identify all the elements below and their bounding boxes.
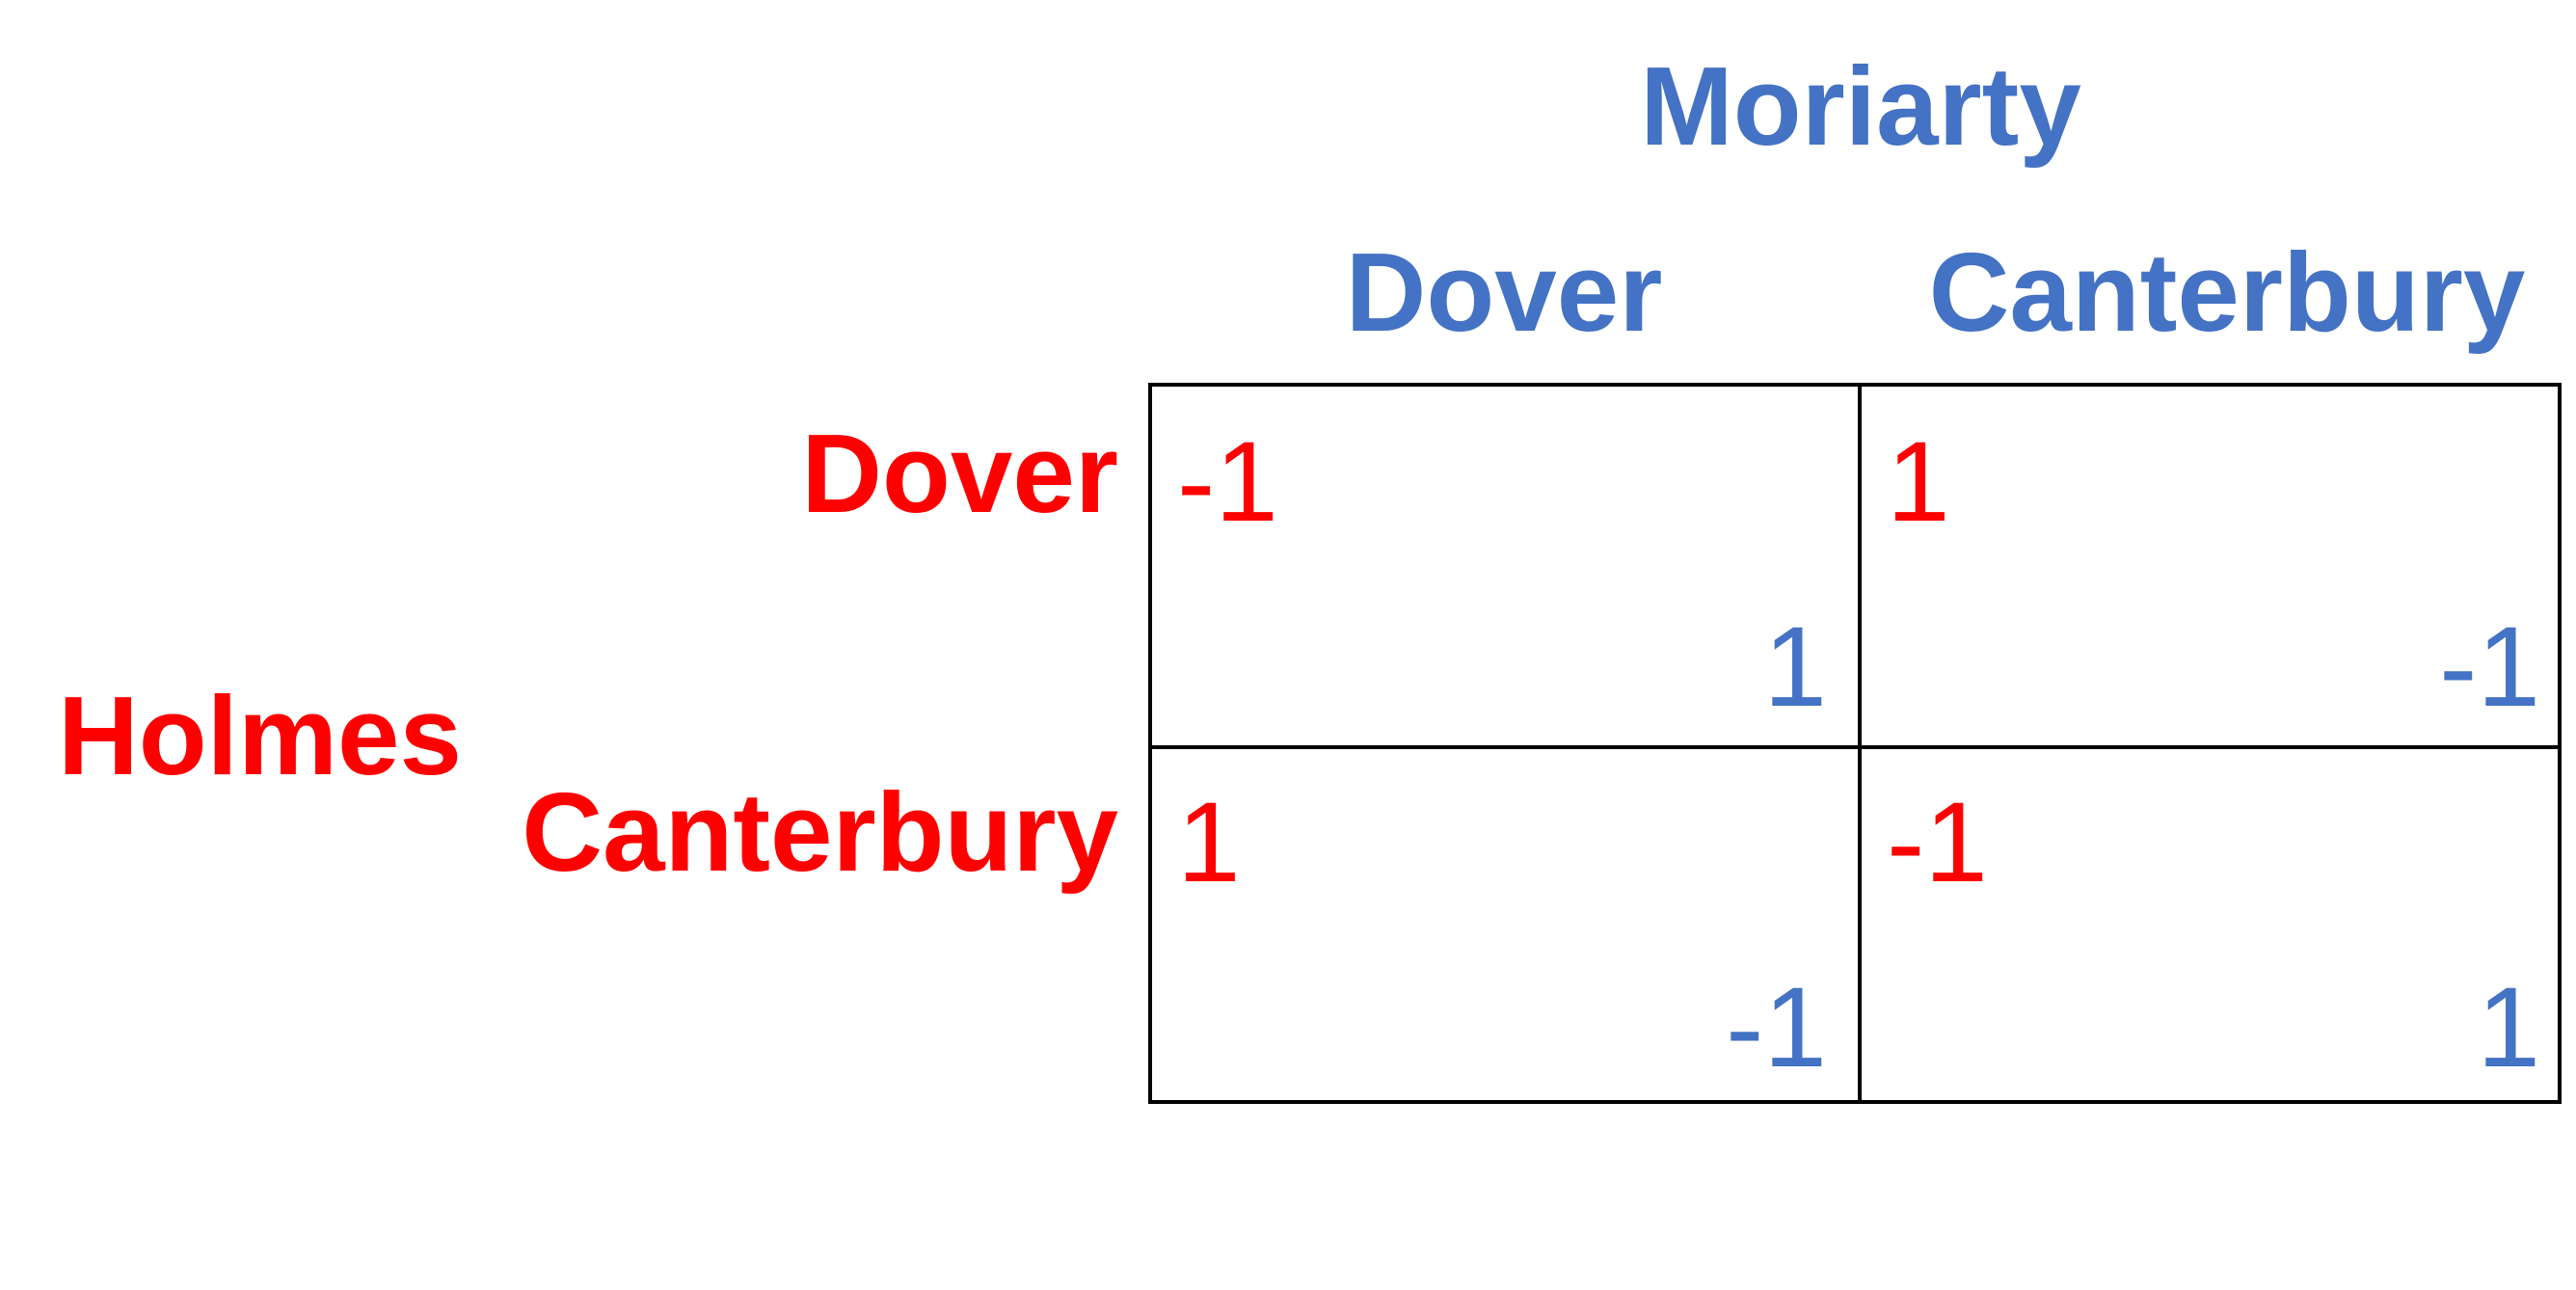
payoff-matrix: -1 1 1 -1 1 -1 -1 1 bbox=[1148, 383, 2562, 1104]
payoff-moriarty-canterbury-canterbury: 1 bbox=[2477, 964, 2540, 1091]
matrix-horizontal-divider bbox=[1152, 745, 2558, 749]
payoff-moriarty-canterbury-dover: -1 bbox=[1726, 964, 1827, 1091]
row-strategy-canterbury: Canterbury bbox=[522, 769, 1118, 895]
column-player-label: Moriarty bbox=[1640, 43, 2081, 169]
row-strategy-dover: Dover bbox=[801, 411, 1118, 536]
matrix-vertical-divider bbox=[1858, 387, 1862, 1100]
payoff-moriarty-dover-canterbury: -1 bbox=[2439, 604, 2540, 731]
column-strategy-canterbury: Canterbury bbox=[1928, 229, 2526, 355]
payoff-holmes-dover-dover: -1 bbox=[1177, 418, 1278, 546]
row-player-label: Holmes bbox=[58, 673, 463, 798]
column-strategy-dover: Dover bbox=[1345, 229, 1663, 355]
payoff-moriarty-dover-dover: 1 bbox=[1763, 604, 1827, 731]
payoff-holmes-dover-canterbury: 1 bbox=[1887, 418, 1950, 546]
payoff-holmes-canterbury-dover: 1 bbox=[1177, 779, 1241, 906]
payoff-holmes-canterbury-canterbury: -1 bbox=[1887, 779, 1988, 906]
